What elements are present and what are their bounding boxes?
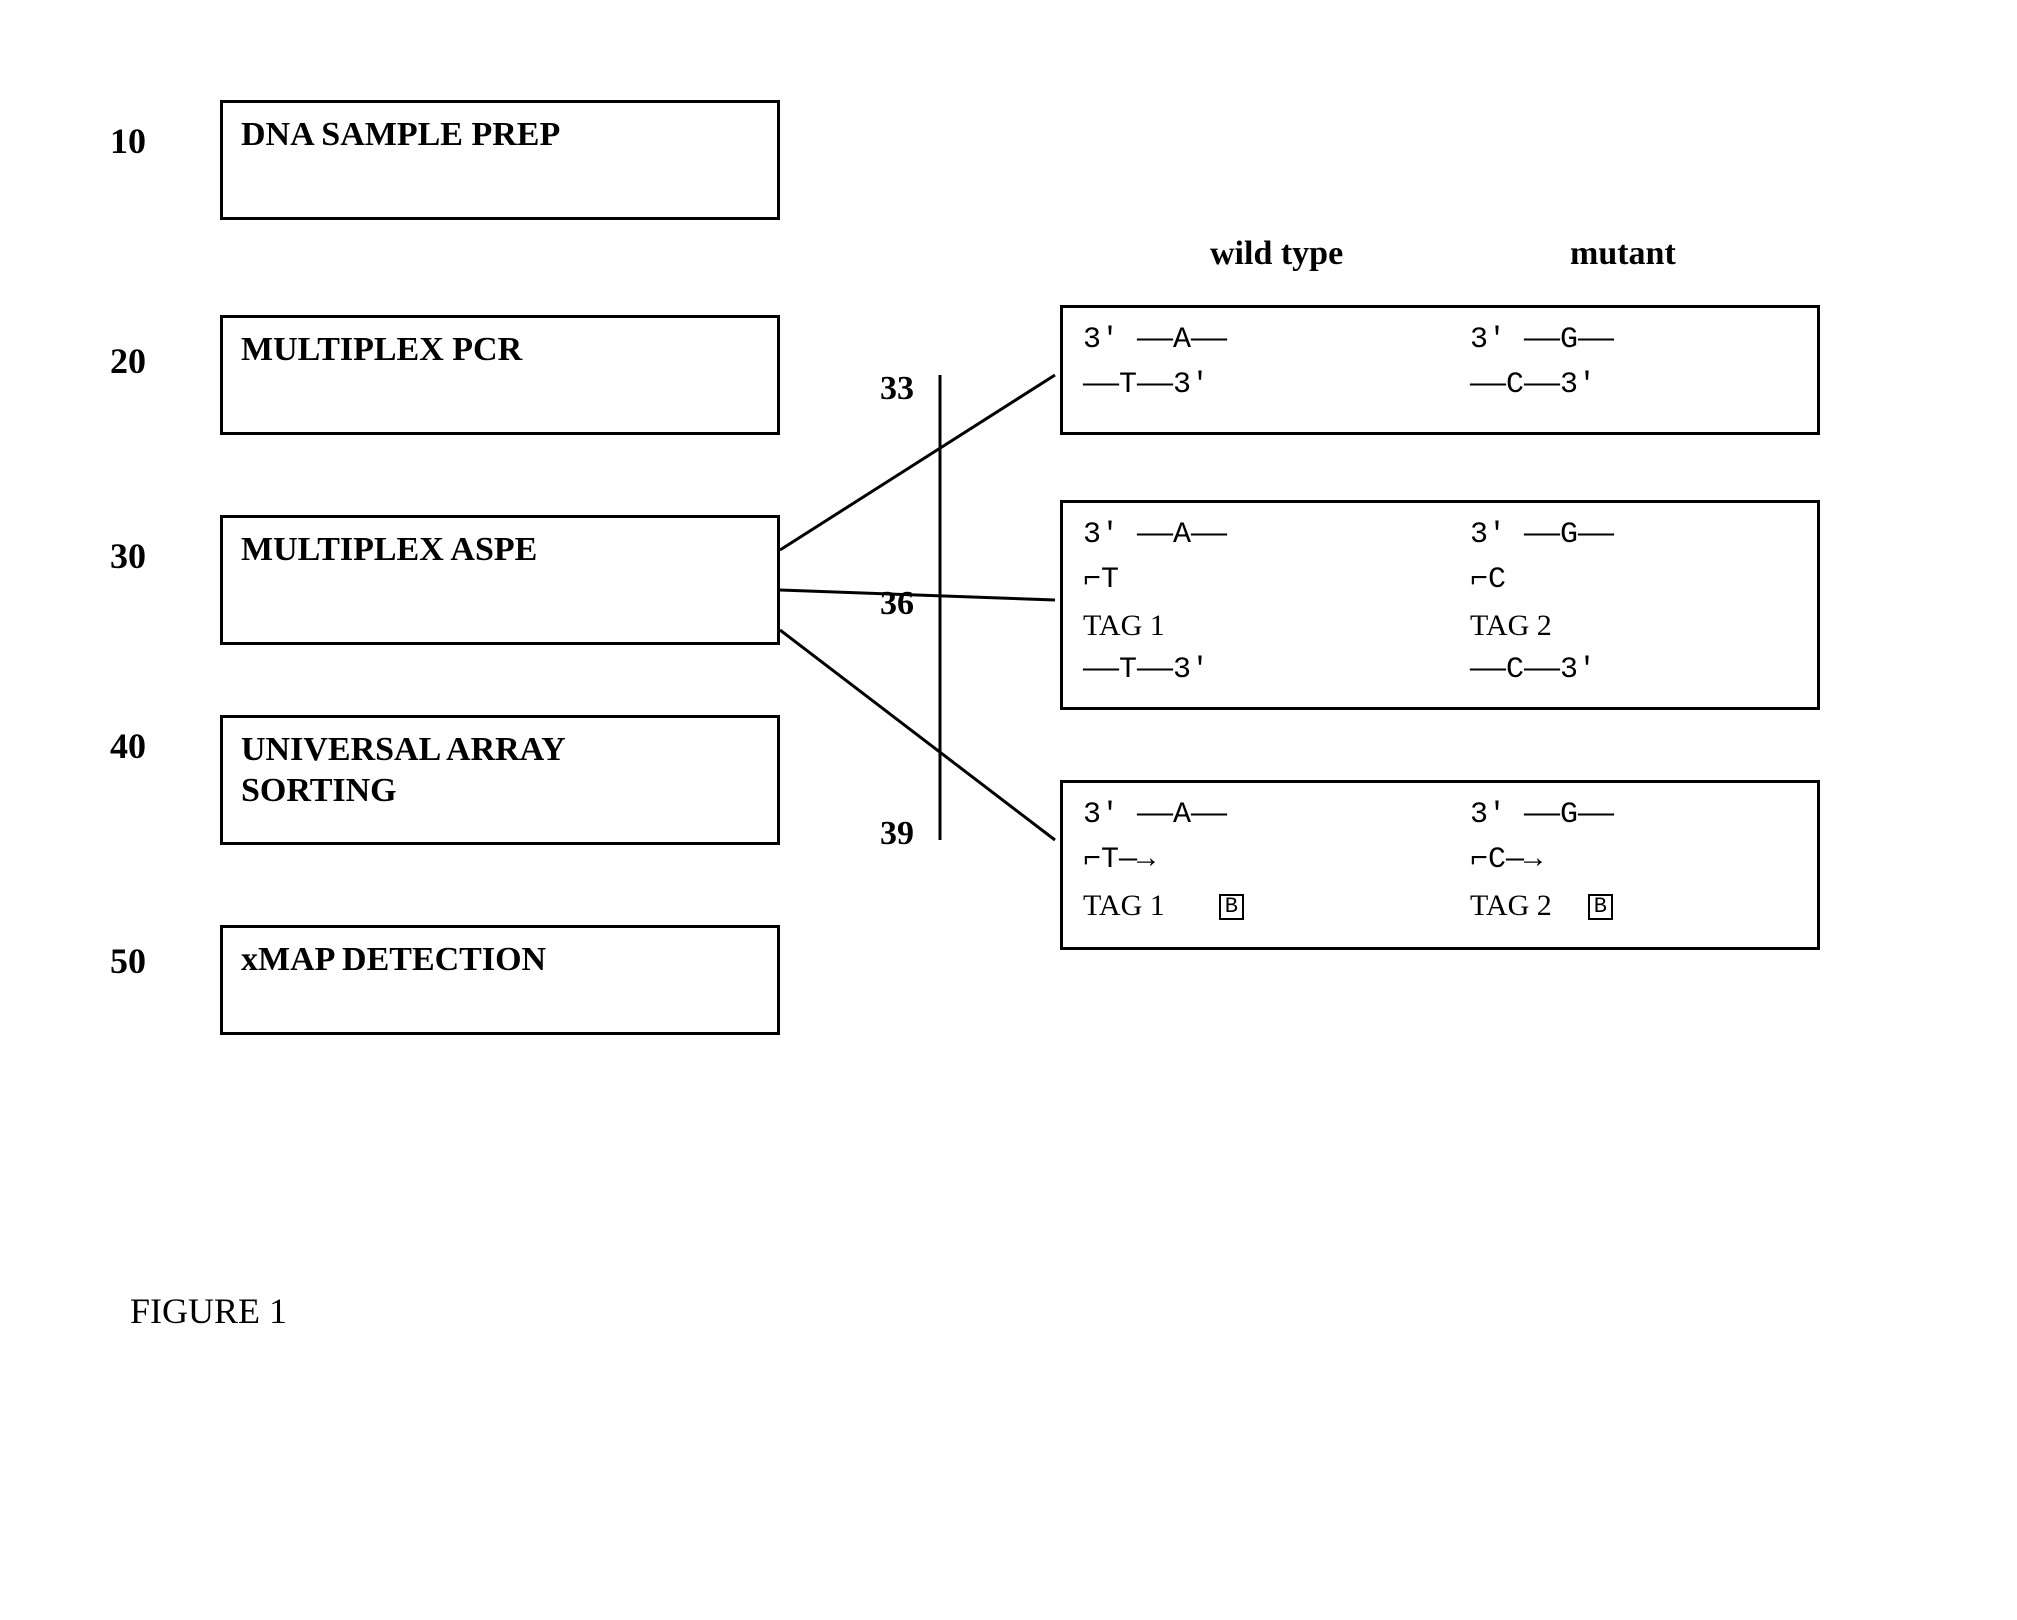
seq36-wild-top: 3' ——A——: [1083, 513, 1410, 558]
step-box-xmap-detection: xMAP DETECTION: [220, 925, 780, 1035]
seq-wild-top: 3' ——A——: [1083, 318, 1410, 363]
detail-num-33: 33: [880, 370, 914, 408]
step-box-multiplex-aspe: MULTIPLEX ASPE: [220, 515, 780, 645]
detail-36-mutant: 3' ——G—— ⌐C TAG 2 ——C——3': [1470, 513, 1797, 693]
detail-39-wild: 3' ——A—— ⌐T—→ TAG 1 B: [1083, 793, 1410, 931]
tag-mut-39-row: TAG 2 B: [1470, 883, 1797, 931]
seq39-mut-top: 3' ——G——: [1470, 793, 1797, 838]
detail-num-36: 36: [880, 585, 914, 623]
detail-box-36: 3' ——A—— ⌐T TAG 1 ——T——3' 3' ——G—— ⌐C TA…: [1060, 500, 1820, 710]
detail-33-mutant: 3' ——G—— ——C——3': [1470, 318, 1797, 408]
detail-box-39: 3' ——A—— ⌐T—→ TAG 1 B 3' ——G—— ⌐C—→ TAG …: [1060, 780, 1820, 950]
step-num-50: 50: [110, 940, 146, 982]
connector-36: [780, 590, 1055, 600]
seq-wild-bot: ——T——3': [1083, 363, 1410, 408]
figure-canvas: 10 DNA SAMPLE PREP 20 MULTIPLEX PCR 30 M…: [40, 60, 1940, 1560]
seq36-mut-bot: ——C——3': [1470, 648, 1797, 693]
step-num-40: 40: [110, 725, 146, 767]
detail-36-wild: 3' ——A—— ⌐T TAG 1 ——T——3': [1083, 513, 1410, 693]
column-header-wild-type: wild type: [1210, 235, 1343, 273]
connector-39: [780, 630, 1055, 840]
seq39-wild-top: 3' ——A——: [1083, 793, 1410, 838]
detail-33-wild: 3' ——A—— ——T——3': [1083, 318, 1410, 408]
tag-wild-36: TAG 1: [1083, 603, 1410, 648]
seq36-wild-bot: ——T——3': [1083, 648, 1410, 693]
step-num-10: 10: [110, 120, 146, 162]
seq36-mut-mid: ⌐C: [1470, 558, 1797, 603]
tag-mut-36: TAG 2: [1470, 603, 1797, 648]
tag-mut-39: TAG 2: [1470, 889, 1552, 922]
tag-wild-39: TAG 1: [1083, 889, 1165, 922]
step-box-multiplex-pcr: MULTIPLEX PCR: [220, 315, 780, 435]
detail-box-33: 3' ——A—— ——T——3' 3' ——G—— ——C——3': [1060, 305, 1820, 435]
column-header-mutant: mutant: [1570, 235, 1676, 273]
detail-39-mutant: 3' ——G—— ⌐C—→ TAG 2 B: [1470, 793, 1797, 931]
detail-num-39: 39: [880, 815, 914, 853]
seq39-mut-mid: ⌐C—→: [1470, 838, 1797, 883]
biotin-box-wild: B: [1219, 894, 1244, 920]
connector-33: [780, 375, 1055, 550]
seq36-mut-top: 3' ——G——: [1470, 513, 1797, 558]
seq-mut-bot: ——C——3': [1470, 363, 1797, 408]
step-num-30: 30: [110, 535, 146, 577]
step-box-universal-array-sorting: UNIVERSAL ARRAY SORTING: [220, 715, 780, 845]
biotin-box-mut: B: [1588, 894, 1613, 920]
step-box-dna-sample-prep: DNA SAMPLE PREP: [220, 100, 780, 220]
seq39-wild-mid-text: ⌐T—→: [1083, 843, 1155, 877]
seq39-mut-mid-text: ⌐C—→: [1470, 843, 1542, 877]
figure-caption: FIGURE 1: [130, 1290, 287, 1332]
seq-mut-top: 3' ——G——: [1470, 318, 1797, 363]
seq36-wild-mid: ⌐T: [1083, 558, 1410, 603]
seq39-wild-mid: ⌐T—→: [1083, 838, 1410, 883]
step-num-20: 20: [110, 340, 146, 382]
tag-wild-39-row: TAG 1 B: [1083, 883, 1410, 931]
